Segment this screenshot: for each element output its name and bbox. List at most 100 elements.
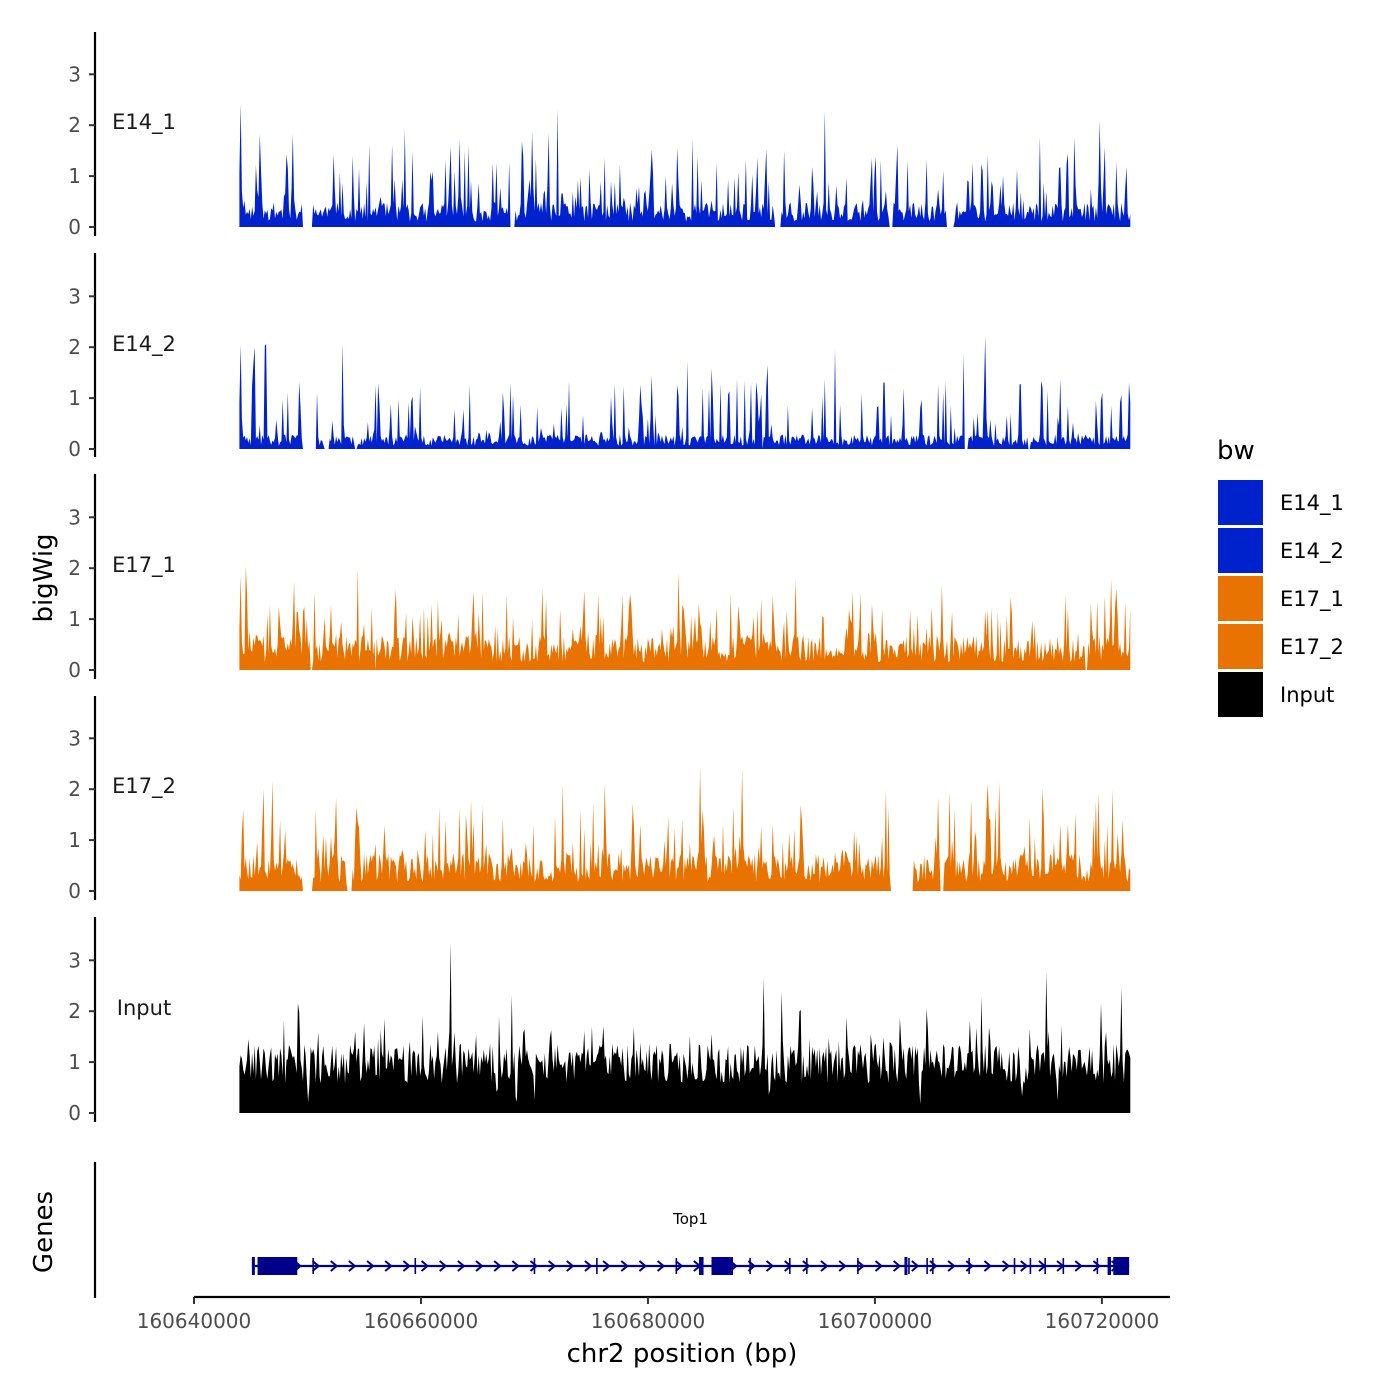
strand-arrow: [311, 1260, 321, 1272]
gene-Top1: Top1: [251, 1210, 1130, 1275]
strand-arrow: [384, 1260, 393, 1272]
strand-arrow: [656, 1260, 666, 1272]
strand-arrow: [420, 1260, 430, 1272]
y-axis-title: bigWig: [29, 533, 59, 622]
exon-block: [1113, 1257, 1130, 1275]
legend-label: E14_2: [1280, 539, 1344, 564]
strand-arrow: [1092, 1260, 1101, 1272]
signal-area-E17_2: [239, 767, 1131, 891]
strand-arrow: [874, 1260, 884, 1272]
legend-item: E17_1: [1218, 576, 1344, 621]
y-tick-label: 2: [68, 113, 81, 137]
strand-arrow: [529, 1260, 539, 1272]
bigwig-tracks: 0 1 2 3 E14_1 0 1 2 3 E14_2 0 1 2 3 E17_1 0 1 2 3 E17_2 0 1 2 3…: [68, 32, 1131, 1125]
track-label: E14_2: [112, 332, 176, 357]
legend-label: E17_2: [1280, 635, 1344, 660]
y-tick-label: 0: [68, 879, 81, 903]
legend-label: Input: [1280, 683, 1334, 707]
y-tick-label: 3: [68, 62, 81, 86]
x-tick-label: 160640000: [137, 1309, 252, 1333]
strand-arrow: [983, 1260, 992, 1272]
legend-items: E14_1 E14_2 E17_1 E17_2 Input: [1218, 480, 1344, 717]
x-axis-title: chr2 position (bp): [567, 1339, 798, 1369]
y-tick-label: 2: [68, 999, 81, 1023]
y-tick-label: 3: [68, 284, 81, 308]
legend-swatch: [1218, 624, 1263, 669]
y-tick-label: 2: [68, 777, 81, 801]
exon-block: [904, 1257, 908, 1275]
strand-arrow: [584, 1260, 593, 1272]
strand-arrow: [638, 1260, 647, 1272]
exon-block: [699, 1257, 704, 1275]
strand-arrow: [620, 1260, 629, 1272]
track-label: E17_2: [112, 774, 176, 799]
y-tick-label: 1: [68, 828, 81, 852]
strand-arrow: [348, 1260, 357, 1272]
track-label: E17_1: [112, 553, 176, 578]
track-label: E14_1: [112, 110, 176, 135]
strand-arrow: [820, 1260, 829, 1272]
legend-swatch: [1218, 576, 1263, 621]
y-tick-label: 0: [68, 437, 81, 461]
x-axis: 160640000 160660000 160680000 160700000 1607…: [137, 1295, 1170, 1369]
x-tick-label: 160680000: [591, 1309, 706, 1333]
strand-arrow: [911, 1260, 920, 1272]
y-tick-label: 0: [68, 1101, 81, 1125]
x-tick-label: 160700000: [818, 1309, 933, 1333]
legend-label: E17_1: [1280, 587, 1344, 612]
strand-arrow: [765, 1260, 775, 1272]
strand-arrow: [856, 1260, 865, 1272]
x-tick-label: 160720000: [1045, 1309, 1160, 1333]
strand-arrow: [965, 1260, 974, 1272]
y-tick-label: 0: [68, 658, 81, 682]
exon-block: [257, 1257, 298, 1275]
track-E17_1: 0 1 2 3 E17_1: [68, 474, 1131, 682]
y-tick-label: 1: [68, 607, 81, 631]
y-tick-label: 2: [68, 556, 81, 580]
strand-arrow: [838, 1260, 847, 1272]
signal-area-E17_1: [239, 566, 1131, 670]
strand-arrow: [929, 1260, 938, 1272]
signal-area-E14_1: [239, 104, 1131, 227]
legend: bw E14_1 E14_2 E17_1 E17_2 Input: [1217, 436, 1344, 717]
y-tick-label: 3: [68, 948, 81, 972]
legend-item: E14_1: [1218, 480, 1344, 525]
signal-area-E14_2: [239, 335, 1131, 449]
x-tick-label: 160660000: [364, 1309, 479, 1333]
track-E14_2: 0 1 2 3 E14_2: [68, 253, 1131, 461]
legend-title: bw: [1217, 436, 1255, 466]
y-tick-label: 1: [68, 164, 81, 188]
strand-arrow: [802, 1260, 811, 1272]
gene-name-label: Top1: [672, 1210, 708, 1228]
y-tick-label: 3: [68, 726, 81, 750]
genes-panel-title: Genes: [29, 1191, 59, 1273]
strand-arrow: [892, 1260, 902, 1272]
y-tick-label: 2: [68, 335, 81, 359]
strand-arrow: [602, 1260, 611, 1272]
strand-arrow: [457, 1260, 466, 1272]
strand-arrow: [366, 1260, 375, 1272]
x-ticks: 160640000 160660000 160680000 160700000 1607…: [137, 1297, 1159, 1333]
exon-block: [711, 1257, 734, 1275]
y-tick-label: 1: [68, 1050, 81, 1074]
strand-arrow: [784, 1260, 793, 1272]
strand-arrow: [439, 1260, 448, 1272]
track-label: Input: [117, 996, 171, 1020]
y-tick-label: 0: [68, 215, 81, 239]
y-tick-label: 3: [68, 505, 81, 529]
exon-block: [1107, 1257, 1111, 1275]
y-tick-label: 1: [68, 386, 81, 410]
track-E17_2: 0 1 2 3 E17_2: [68, 696, 1131, 903]
legend-swatch: [1218, 672, 1263, 717]
strand-arrow: [402, 1260, 411, 1272]
strand-arrow: [1074, 1260, 1083, 1272]
legend-item: E14_2: [1218, 528, 1344, 573]
legend-item: Input: [1218, 672, 1334, 717]
strand-arrow: [566, 1260, 575, 1272]
strand-arrow: [493, 1260, 502, 1272]
track-E14_1: 0 1 2 3 E14_1: [68, 32, 1131, 239]
legend-item: E17_2: [1218, 624, 1344, 669]
strand-arrow: [947, 1260, 956, 1272]
strand-arrow: [475, 1260, 484, 1272]
